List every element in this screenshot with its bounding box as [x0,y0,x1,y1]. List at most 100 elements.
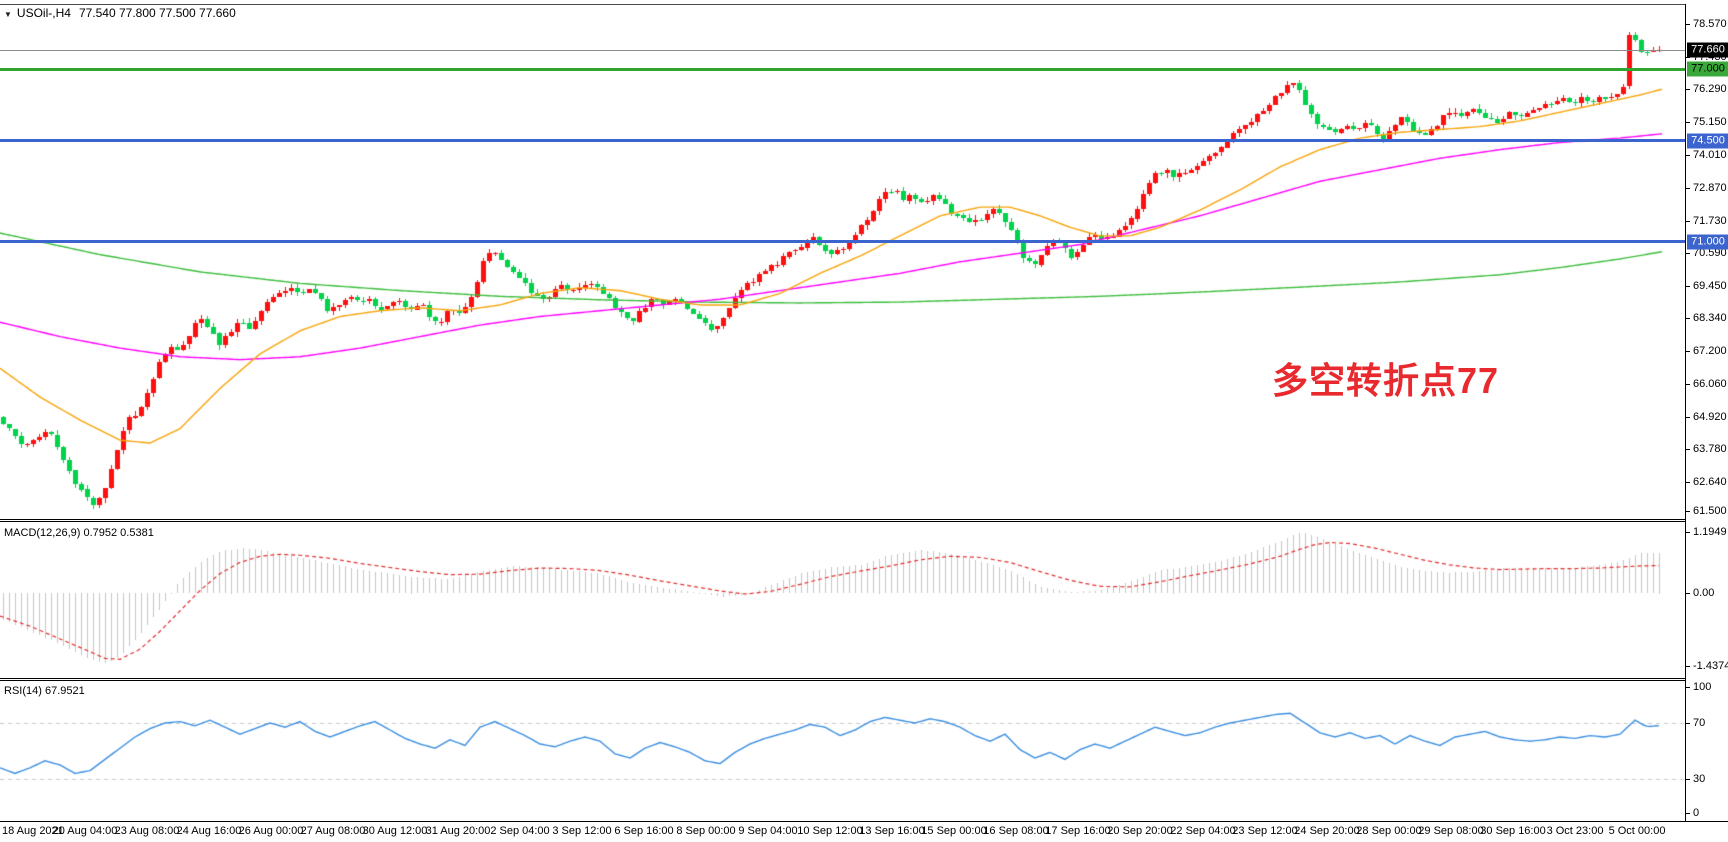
symbol-label: USOil-,H4 [16,6,71,20]
price-tick-mark [1686,384,1690,385]
time-label: 3 Sep 12:00 [552,825,612,837]
price-badge: 77.660 [1687,42,1728,58]
price-tick-mark [1686,318,1690,319]
time-label: 17 Sep 16:00 [1045,825,1111,837]
panel-divider-rsi[interactable] [0,678,1728,681]
price-tick-label: 30 [1693,773,1706,785]
top-border [0,4,1728,5]
price-tick-mark [1686,666,1690,667]
time-label: 27 Aug 08:00 [300,825,366,837]
price-tick-mark [1686,188,1690,189]
price-tick-label: 61.500 [1693,505,1727,517]
price-tick-label: 75.150 [1693,116,1727,128]
macd-values: 0.7952 0.5381 [83,527,154,539]
time-label: 29 Sep 08:00 [1418,825,1484,837]
rsi-name: RSI(14) [4,685,42,697]
panel-divider-macd[interactable] [0,519,1728,522]
time-label: 23 Sep 12:00 [1232,825,1298,837]
panel-macd[interactable] [0,522,1685,678]
price-tick-label: 0 [1693,807,1700,819]
price-tick-mark [1686,532,1690,533]
rsi-indicator-label: RSI(14) 67.9521 [4,685,85,697]
price-tick-mark [1686,57,1690,58]
price-axis[interactable]: 78.57077.43076.29075.15074.01072.87071.7… [1685,4,1728,822]
time-label: 2 Sep 04:00 [490,825,550,837]
time-label: 24 Sep 20:00 [1294,825,1360,837]
price-tick-label: 78.570 [1693,18,1727,30]
price-tick-label: 1.1949 [1693,526,1727,538]
macd-name: MACD(12,26,9) [4,527,81,539]
price-tick-label: -1.4374 [1693,660,1728,672]
price-badge: 77.000 [1687,61,1728,77]
ohlc-quote: 77.540 77.800 77.500 77.660 [78,6,236,20]
time-label: 9 Sep 04:00 [738,825,798,837]
price-tick-label: 74.010 [1693,149,1727,161]
time-label: 5 Oct 00:00 [1608,825,1666,837]
time-label: 6 Sep 16:00 [614,825,674,837]
time-label: 3 Oct 23:00 [1546,825,1604,837]
price-tick-label: 100 [1693,681,1712,693]
current-price-line[interactable] [0,50,1685,51]
time-label: 18 Aug 2021 [2,825,64,837]
time-label: 28 Sep 00:00 [1356,825,1422,837]
macd-indicator-label: MACD(12,26,9) 0.7952 0.5381 [4,527,154,539]
price-tick-mark [1686,221,1690,222]
price-tick-label: 76.290 [1693,83,1727,95]
price-badge: 71.000 [1687,234,1728,250]
hline-77-000[interactable] [0,68,1685,71]
price-tick-label: 68.340 [1693,312,1727,324]
panel-main-price[interactable] [0,5,1685,519]
symbol-dropdown-icon[interactable]: ▼ [4,10,12,19]
price-tick-label: 66.060 [1693,378,1727,390]
time-label: 26 Aug 00:00 [238,825,304,837]
price-tick-label: 70 [1693,717,1706,729]
price-tick-mark [1686,253,1690,254]
price-tick-mark [1686,511,1690,512]
annotation-text[interactable]: 多空转折点77 [1272,360,1500,401]
time-label: 20 Sep 20:00 [1107,825,1173,837]
hline-74-500[interactable] [0,139,1685,142]
price-tick-label: 0.00 [1693,587,1715,599]
price-tick-mark [1686,723,1690,724]
price-tick-mark [1686,687,1690,688]
price-tick-mark [1686,482,1690,483]
price-tick-label: 64.920 [1693,411,1727,423]
price-tick-mark [1686,122,1690,123]
time-label: 8 Sep 00:00 [676,825,736,837]
hline-71-000[interactable] [0,240,1685,243]
time-label: 23 Aug 08:00 [114,825,180,837]
time-label: 31 Aug 20:00 [425,825,491,837]
time-axis[interactable]: 18 Aug 2021 20 Aug 04:00 23 Aug 08:00 24 Au… [0,822,1728,842]
price-tick-mark [1686,449,1690,450]
price-tick-label: 63.780 [1693,443,1727,455]
panel-rsi[interactable] [0,681,1685,821]
time-label: 16 Sep 08:00 [983,825,1049,837]
price-tick-label: 70.590 [1693,247,1727,259]
time-label: 15 Sep 00:00 [921,825,987,837]
axis-baseline [0,821,1728,822]
time-label: 13 Sep 16:00 [859,825,925,837]
price-tick-label: 62.640 [1693,476,1727,488]
time-label: 10 Sep 12:00 [797,825,863,837]
price-tick-mark [1686,286,1690,287]
time-label: 20 Aug 04:00 [52,825,118,837]
price-tick-label: 67.200 [1693,345,1727,357]
price-tick-mark [1686,813,1690,814]
price-tick-mark [1686,155,1690,156]
price-tick-mark [1686,89,1690,90]
time-label: 30 Sep 16:00 [1480,825,1546,837]
price-tick-mark [1686,24,1690,25]
price-tick-label: 69.450 [1693,280,1727,292]
price-tick-mark [1686,779,1690,780]
price-tick-mark [1686,351,1690,352]
price-badge: 74.500 [1687,133,1728,149]
rsi-values: 67.9521 [44,685,85,697]
price-tick-label: 71.730 [1693,215,1727,227]
price-tick-label: 72.870 [1693,182,1727,194]
time-label: 30 Aug 12:00 [362,825,428,837]
price-tick-mark [1686,417,1690,418]
price-tick-mark [1686,593,1690,594]
time-label: 24 Aug 16:00 [176,825,242,837]
symbol-title: ▼ USOil-,H4 77.540 77.800 77.500 77.660 [4,6,236,20]
